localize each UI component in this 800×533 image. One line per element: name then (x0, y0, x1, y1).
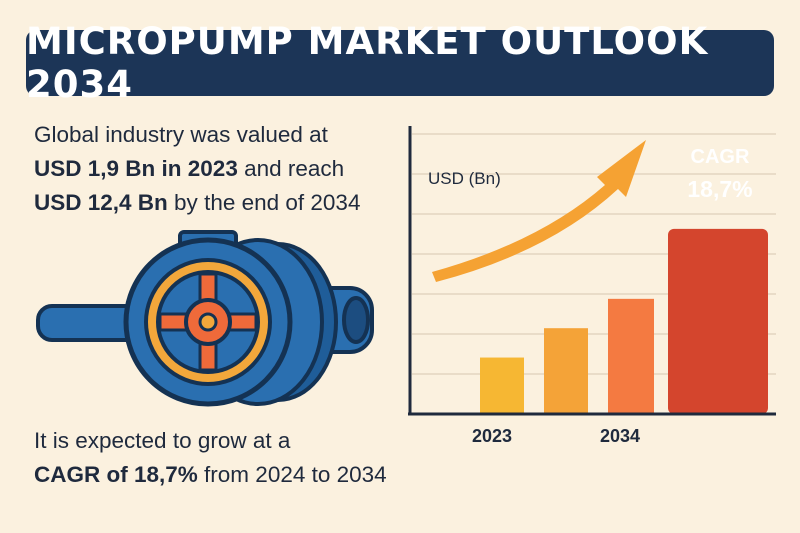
y-axis-label: USD (Bn) (428, 169, 501, 188)
intro-line-2: USD 1,9 Bn in 2023 and reach (34, 152, 414, 186)
up-arrow-icon (432, 140, 646, 282)
chart-bars (480, 228, 768, 414)
bar-3 (608, 298, 654, 414)
bar-2 (544, 328, 588, 414)
title-banner: MICROPUMP MARKET OUTLOOK 2034 (26, 20, 774, 106)
intro-text: Global industry was valued at USD 1,9 Bn… (34, 118, 414, 220)
outro-line-2: CAGR of 18,7% from 2024 to 2034 (34, 458, 454, 492)
outro-cagr: CAGR of 18,7% (34, 462, 198, 487)
intro-line-3: USD 12,4 Bn by the end of 2034 (34, 186, 414, 220)
intro-line-1: Global industry was valued at (34, 122, 328, 147)
bar-1 (480, 357, 524, 414)
x-tick-2034: 2034 (600, 426, 641, 446)
cagr-value: 18,7% (687, 176, 753, 202)
outro-text: It is expected to grow at a CAGR of 18,7… (34, 424, 454, 492)
outro-line-1: It is expected to grow at a (34, 428, 291, 453)
page-title: MICROPUMP MARKET OUTLOOK 2034 (26, 20, 709, 106)
bar-4 (668, 228, 768, 414)
intro-line-3-rest: by the end of 2034 (167, 190, 361, 215)
x-tick-2023: 2023 (472, 426, 513, 446)
cagr-label: CAGR (690, 146, 750, 168)
intro-line-2-rest: and reach (237, 156, 345, 181)
micropump-icon (36, 230, 374, 407)
intro-value-2034: USD 12,4 Bn (34, 190, 168, 215)
outro-line-2-rest: from 2024 to 2034 (197, 462, 387, 487)
intro-value-2023: USD 1,9 Bn in 2023 (34, 156, 238, 181)
